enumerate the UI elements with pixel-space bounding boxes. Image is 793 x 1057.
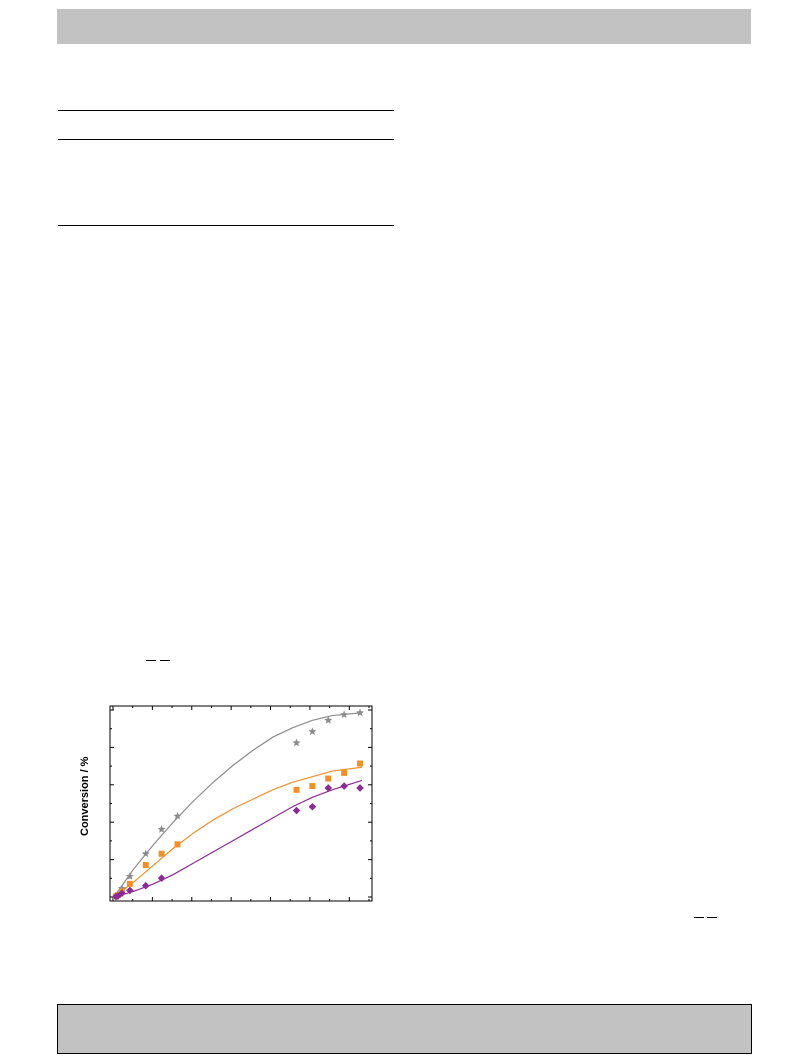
diamond-point xyxy=(340,782,348,790)
square-point xyxy=(158,850,165,857)
star-point xyxy=(356,708,365,717)
square-point xyxy=(357,760,364,767)
star-point xyxy=(292,738,301,747)
table-header-rule xyxy=(58,139,394,140)
dash-mark xyxy=(694,917,704,918)
page-header-banner xyxy=(57,9,751,44)
star-point xyxy=(173,811,182,820)
square-point xyxy=(325,775,332,782)
square-point xyxy=(142,862,149,869)
diamond-point xyxy=(141,881,150,890)
square-point xyxy=(174,841,181,848)
square-point xyxy=(341,769,348,776)
y-axis-label: Conversion / % xyxy=(79,756,91,836)
page-footer-banner xyxy=(57,1004,752,1054)
fit-curve-star xyxy=(113,712,363,898)
diamond-point xyxy=(292,806,301,815)
square-point xyxy=(309,783,316,790)
square-point xyxy=(126,880,133,887)
data-points xyxy=(111,708,365,901)
diamond-point xyxy=(126,886,134,895)
star-point xyxy=(340,710,349,719)
square-point xyxy=(293,786,300,793)
dash-mark xyxy=(146,660,156,661)
axis-ticks xyxy=(110,706,372,901)
diamond-point xyxy=(308,802,317,811)
fit-curves xyxy=(113,712,363,898)
fit-curve-diamond xyxy=(113,779,363,898)
dash-mark xyxy=(160,660,170,661)
star-point xyxy=(157,825,166,833)
diamond-point xyxy=(356,784,364,792)
diamond-point xyxy=(118,889,126,898)
star-point xyxy=(324,716,333,724)
star-point xyxy=(141,849,150,858)
dash-mark xyxy=(707,917,717,918)
star-point xyxy=(125,872,134,880)
star-point xyxy=(308,727,317,735)
fit-curve-square xyxy=(113,766,363,898)
table-bottom-rule xyxy=(58,225,394,226)
plot-frame xyxy=(109,705,373,902)
table-top-rule xyxy=(58,110,394,111)
diamond-point xyxy=(157,874,166,882)
diamond-point xyxy=(324,784,333,792)
